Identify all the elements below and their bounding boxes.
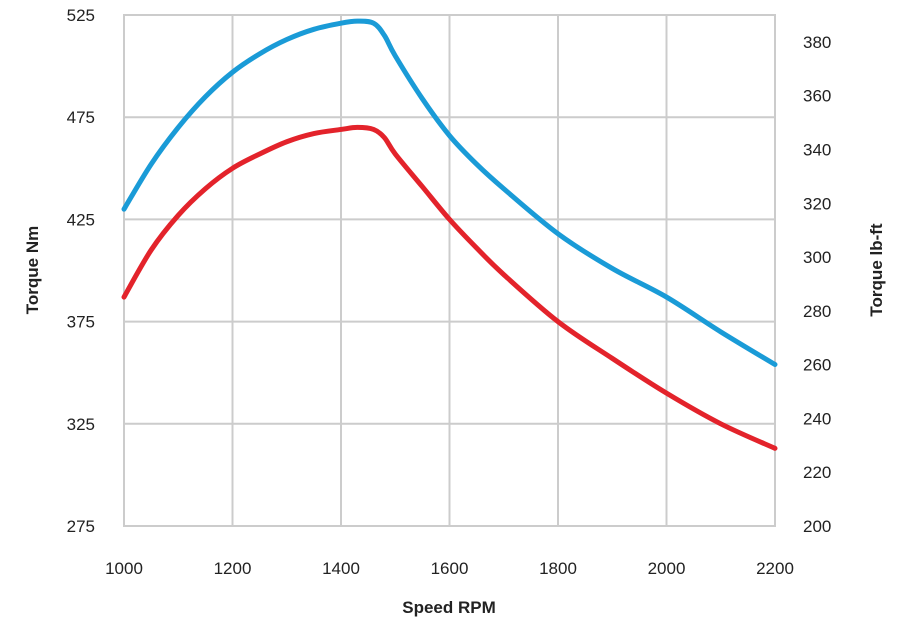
- y2-tick-label: 360: [803, 87, 831, 106]
- y-tick-label: 275: [67, 517, 95, 536]
- y2-tick-label: 340: [803, 140, 831, 159]
- y2-axis-title: Torque lb-ft: [867, 223, 886, 316]
- grid-lines: [123, 14, 776, 527]
- y2-tick-label: 280: [803, 302, 831, 321]
- plot-frame: [123, 14, 776, 527]
- y-tick-label: 375: [67, 313, 95, 332]
- x-axis-title: Speed RPM: [402, 598, 496, 617]
- x-tick-label: 1000: [105, 559, 143, 578]
- y2-tick-label: 220: [803, 463, 831, 482]
- x-tick-label: 2200: [756, 559, 794, 578]
- x-tick-label: 1600: [431, 559, 469, 578]
- series-line-1: [121, 18, 778, 368]
- y2-axis-ticks: 200 220 240 260 280 300 320 340 360 380: [803, 33, 831, 536]
- y2-tick-label: 300: [803, 248, 831, 267]
- y-axis-ticks: 275 325 375 425 475 525: [67, 6, 95, 536]
- y-tick-label: 325: [67, 415, 95, 434]
- x-axis-ticks: 1000 1200 1400 1600 1800 2000 2200: [105, 559, 794, 578]
- y-tick-label: 425: [67, 210, 95, 229]
- y2-tick-label: 200: [803, 517, 831, 536]
- series-lines: [121, 18, 778, 451]
- y2-tick-label: 240: [803, 409, 831, 428]
- x-tick-label: 2000: [648, 559, 686, 578]
- y2-tick-label: 320: [803, 194, 831, 213]
- y-tick-label: 475: [67, 108, 95, 127]
- y-axis-title: Torque Nm: [23, 226, 42, 314]
- series-line-2: [121, 124, 778, 451]
- y-tick-label: 525: [67, 6, 95, 25]
- x-tick-label: 1400: [322, 559, 360, 578]
- x-tick-label: 1200: [214, 559, 252, 578]
- y2-tick-label: 380: [803, 33, 831, 52]
- y2-tick-label: 260: [803, 356, 831, 375]
- x-tick-label: 1800: [539, 559, 577, 578]
